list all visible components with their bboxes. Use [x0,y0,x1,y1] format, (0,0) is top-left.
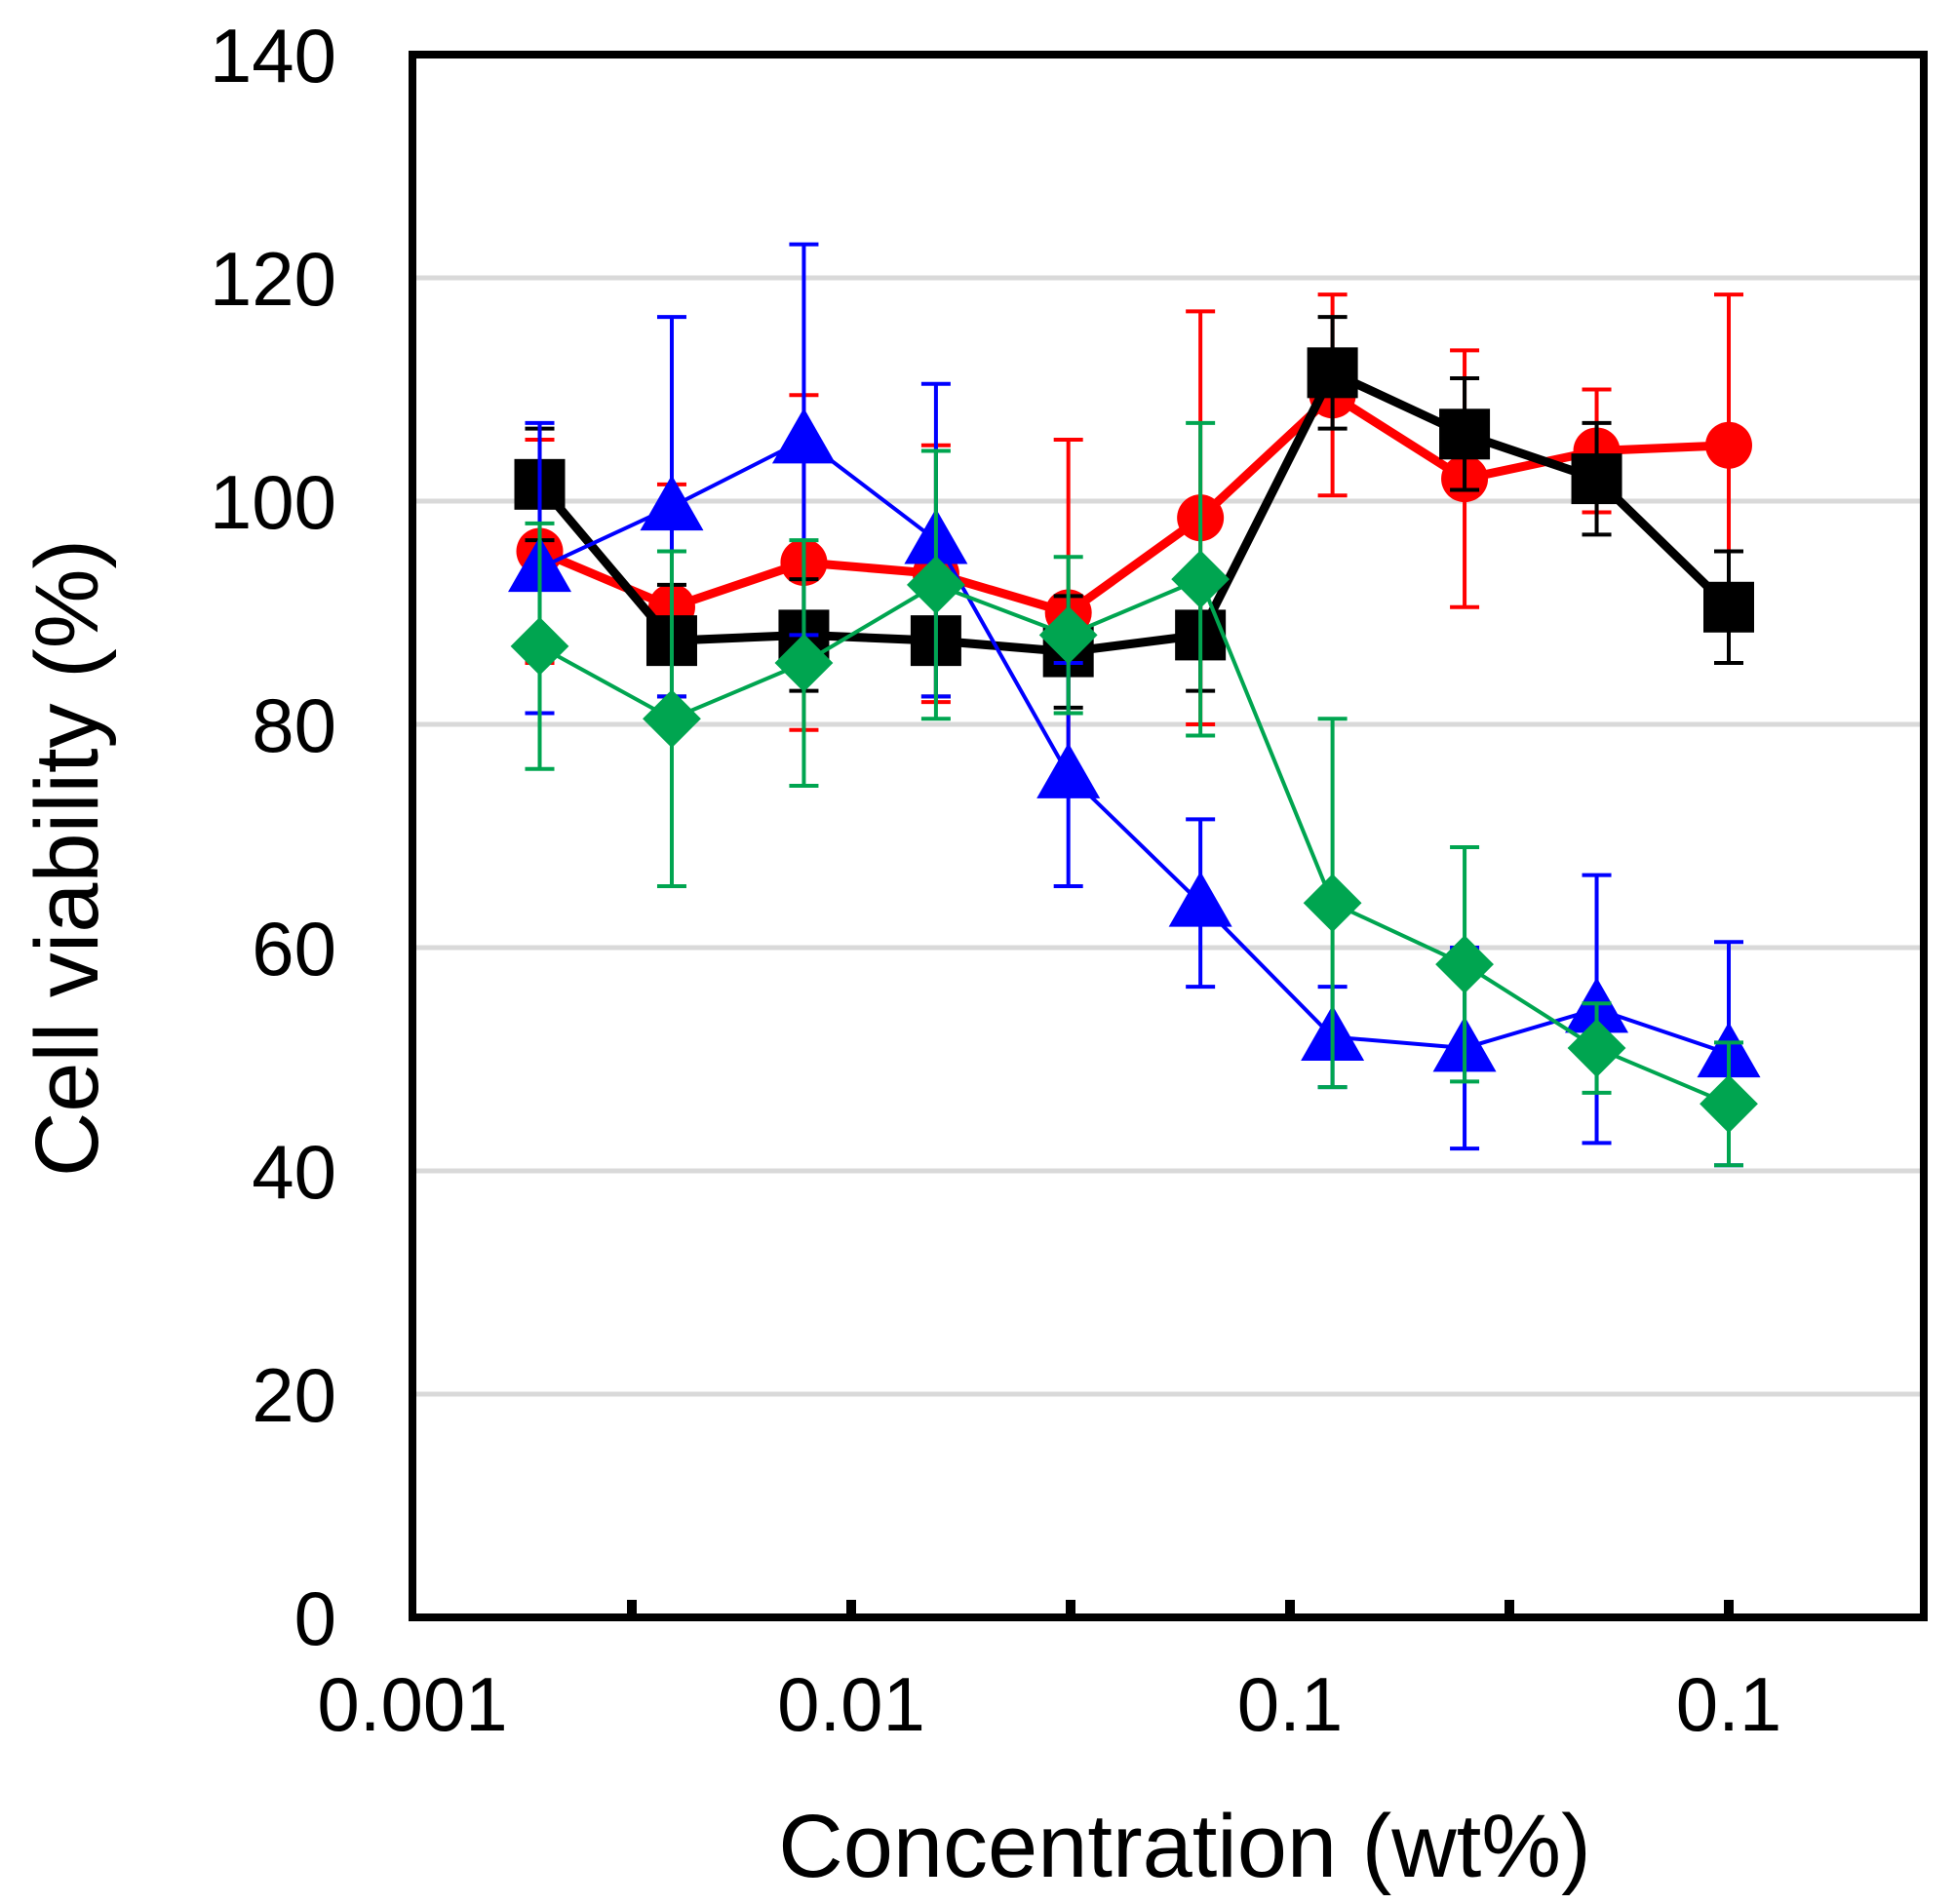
x-axis-ticks [627,1600,1734,1617]
green-diamond-point [510,616,569,676]
black-square-line [536,368,1733,657]
blue-triangle-point [1036,743,1101,798]
blue-triangle-point [771,408,836,464]
series-red-circle [516,292,1752,788]
y-tick-label-0: 0 [294,1575,336,1661]
green-diamond-point [643,689,701,749]
green-diamond-point [1303,874,1362,933]
x-tick-label-1: 0.01 [777,1661,925,1747]
y-tick-label-40: 40 [252,1129,336,1215]
black-square-point [1571,453,1622,505]
y-axis-title: Cell viability (%) [18,539,117,1177]
series-blue-triangle [508,242,1761,1168]
x-tick-label-0: 0.001 [317,1661,507,1747]
y-tick-label-80: 80 [252,682,336,768]
green-diamond-point [774,634,834,692]
y-tick-label-120: 120 [210,236,336,322]
red-circle-line [537,390,1730,617]
blue-triangle-line [538,438,1730,1056]
green-diamond-line [538,577,1730,1107]
green-diamond-point [1435,935,1494,994]
black-square-point [1703,581,1754,633]
y-axis-tick-labels: 0 20 40 60 80 100 120 140 [210,13,336,1661]
green-diamond-point [1171,550,1231,609]
y-tick-label-20: 20 [252,1352,336,1438]
plot-frame [409,51,1928,1621]
black-square-point [1439,408,1491,460]
x-tick-label-2: 0.1 [1237,1661,1343,1747]
y-tick-label-140: 140 [210,13,336,98]
black-square-point [1307,347,1358,399]
green-diamond-point [1700,1074,1758,1134]
series-green-diamond [510,420,1758,1168]
y-tick-label-60: 60 [252,906,336,991]
blue-triangle-point [1168,871,1232,927]
green-diamond-point [907,555,965,614]
y-tick-label-100: 100 [210,459,336,545]
x-tick-label-3: 0.1 [1676,1661,1781,1747]
plot-series [508,242,1761,1168]
blue-triangle-point [640,475,704,531]
x-axis-tick-labels: 0.001 0.01 0.1 0.1 [317,1661,1781,1747]
green-diamond-point [1567,1019,1626,1077]
green-diamond-point [1038,605,1098,665]
x-axis-title: Concentration (wt%) [778,1797,1590,1896]
series-black-square [514,315,1754,710]
red-circle-point [1705,421,1752,469]
